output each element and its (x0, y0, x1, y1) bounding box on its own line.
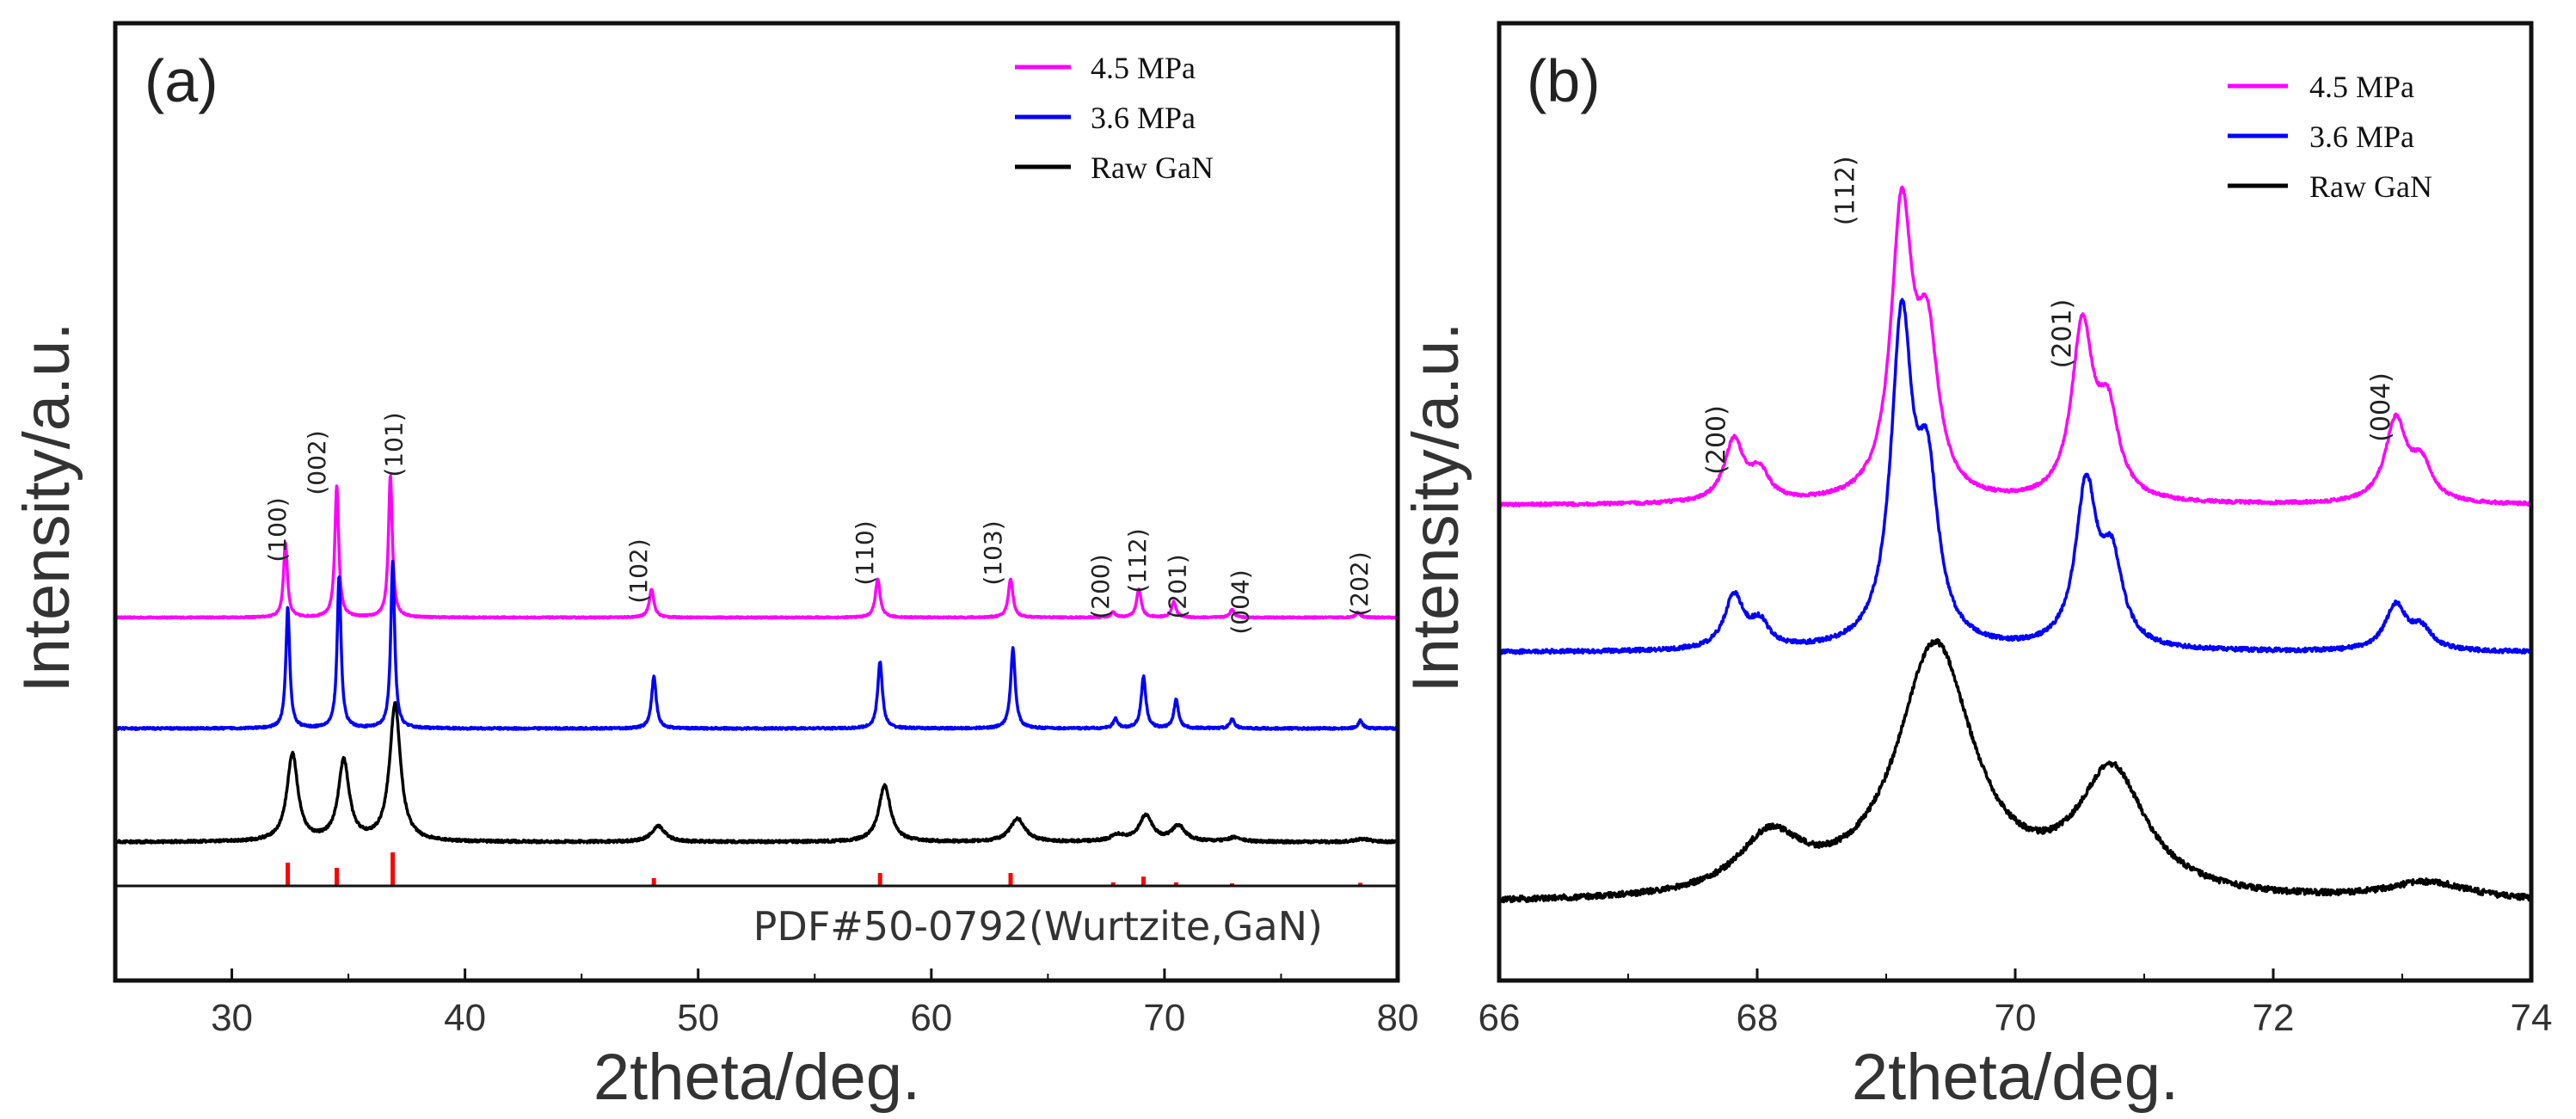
panel-b-legend-label-0: 4.5 MPa (2309, 70, 2414, 104)
panel-a-legend-label-1: 3.6 MPa (1091, 101, 1196, 135)
panel-b-legend: 4.5 MPa 3.6 MPa Raw GaN (2228, 70, 2432, 204)
panel-a-peak-label-1: (002) (303, 430, 331, 495)
panel-b-annotations: (200) (112) (201) (004) (1702, 156, 2397, 474)
panel-a-peak-label-5: (103) (979, 520, 1007, 585)
panel-b-xtick-label-4: 74 (2511, 997, 2553, 1039)
panel-b-peak-label-0: (200) (1702, 405, 1732, 475)
panel-a-xlabel: 2theta/deg. (593, 1041, 920, 1114)
panel-b-xlabel: 2theta/deg. (1852, 1041, 2179, 1114)
panel-a-peak-label-4: (110) (851, 520, 879, 585)
panel-a-peak-label-7: (112) (1123, 528, 1152, 593)
panel-a-peak-label-0: (100) (263, 497, 292, 562)
panel-b-legend-label-2: Raw GaN (2309, 169, 2432, 204)
panel-b-ticks: 66 68 70 72 74 (1479, 968, 2553, 1039)
panel-b-legend-label-1: 3.6 MPa (2309, 120, 2414, 154)
panel-a-ticks: 30 40 50 60 70 80 (211, 968, 1418, 1039)
panel-a-xtick-label-2: 50 (677, 997, 719, 1039)
panel-b-peak-label-1: (112) (1831, 156, 1861, 225)
panel-a-series-line-1 (114, 559, 1399, 731)
panel-a-ylabel: Intensity/a.u. (10, 323, 83, 693)
panel-a-series (114, 474, 1399, 845)
panel-a-reference-label: PDF#50-0792(Wurtzite,GaN) (753, 903, 1323, 950)
panel-a-series-line-0 (114, 474, 1399, 620)
panel-b-xtick-label-1: 68 (1737, 997, 1779, 1039)
panel-b-letter: (b) (1527, 47, 1601, 114)
panel-a-peak-label-6: (200) (1086, 554, 1115, 618)
panel-b-series-line-2 (1497, 637, 2533, 904)
panel-a-peak-label-3: (102) (624, 538, 653, 603)
panel-a: 30 40 50 60 70 80 (100)(002) (101)(102) (110) (1… (10, 21, 1418, 1114)
panel-a-series-line-2 (114, 701, 1399, 845)
panel-a-letter: (a) (144, 47, 218, 114)
panel-a-xtick-label-3: 60 (910, 997, 952, 1039)
panel-a-peak-label-9: (004) (1227, 569, 1255, 634)
panel-b-series (1497, 185, 2533, 904)
panel-a-annotations: (100) (002) (101) (102) (110) (103) (200) (112)… (263, 412, 1374, 634)
panel-b-series-line-1 (1497, 298, 2533, 655)
panel-b-xtick-label-2: 70 (1995, 997, 2037, 1039)
panel-b-series-line-0 (1497, 185, 2533, 508)
panel-b-peak-label-2: (201) (2048, 299, 2078, 369)
panel-b-ylabel: Intensity/a.u. (1399, 323, 1472, 693)
panel-a-reference (286, 852, 1363, 886)
panel-b: 66 68 70 72 74 (200) (112) (201) (004) (b) 4.5 … (1399, 21, 2553, 1114)
panel-a-peak-label-8: (201) (1163, 554, 1191, 618)
panel-a-legend: 4.5 MPa 3.6 MPa Raw GaN (1015, 51, 1214, 185)
panel-a-legend-label-0: 4.5 MPa (1091, 51, 1196, 85)
panel-a-xtick-label-4: 70 (1143, 997, 1185, 1039)
panel-b-xtick-label-3: 72 (2253, 997, 2295, 1039)
panel-a-legend-label-2: Raw GaN (1091, 151, 1214, 185)
panel-a-frame (113, 21, 1400, 983)
panel-a-peak-label-2: (101) (379, 412, 408, 476)
panel-a-xtick-label-1: 40 (444, 997, 486, 1039)
panel-a-xtick-label-0: 30 (211, 997, 253, 1039)
panel-b-xtick-label-0: 66 (1479, 997, 1521, 1039)
panel-a-xtick-label-5: 80 (1377, 997, 1419, 1039)
panel-b-peak-label-3: (004) (2366, 372, 2396, 442)
panel-a-peak-label-10: (202) (1345, 551, 1374, 616)
